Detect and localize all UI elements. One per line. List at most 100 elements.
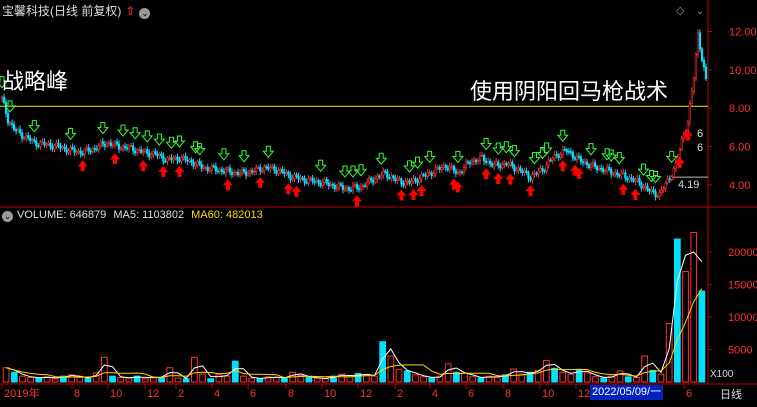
candle-body xyxy=(438,166,441,170)
candle-body xyxy=(85,147,88,150)
candle-body xyxy=(69,146,72,152)
candle-body xyxy=(702,59,706,68)
chevron-down-icon[interactable]: ⌄ xyxy=(695,5,705,17)
chevron-down-circle-icon[interactable]: ⌄ xyxy=(2,211,13,222)
volume-unit-label: X100 xyxy=(710,369,734,380)
red-up-arrow-icon xyxy=(255,176,266,188)
ma5-line xyxy=(5,251,703,380)
candle-body xyxy=(228,167,232,173)
candle-body xyxy=(279,168,282,171)
volume-bar xyxy=(240,375,247,383)
candle-body xyxy=(632,178,635,182)
red-up-arrow-icon xyxy=(138,160,149,172)
candle-body xyxy=(493,163,496,167)
candle-body xyxy=(503,162,506,165)
candle-body xyxy=(547,159,550,166)
candle-body xyxy=(642,186,645,189)
candle-body xyxy=(212,165,215,168)
green-down-arrow-icon xyxy=(64,127,77,141)
green-down-arrow-icon xyxy=(0,76,9,89)
candle-body xyxy=(214,166,217,172)
candle-body xyxy=(585,161,589,166)
candle-body xyxy=(49,142,52,147)
candle-body xyxy=(694,54,698,79)
candle-body xyxy=(357,188,361,190)
candle-body xyxy=(406,180,409,182)
green-down-arrow-icon xyxy=(649,170,662,184)
candle-body xyxy=(13,124,16,131)
candle-body xyxy=(454,170,457,174)
volume-bar xyxy=(281,377,288,383)
candle-body xyxy=(414,178,417,181)
candle-body xyxy=(172,157,175,161)
candle-body xyxy=(97,145,100,151)
red-up-arrow-icon[interactable]: ⇧ xyxy=(125,4,136,18)
candle-body xyxy=(293,174,296,179)
candle-body xyxy=(495,161,498,165)
candle-body xyxy=(230,171,234,175)
candle-body xyxy=(130,145,133,147)
candle-body xyxy=(408,180,411,184)
candle-body xyxy=(396,178,399,181)
candle-body xyxy=(81,153,84,156)
candle-body xyxy=(281,168,284,173)
volume-bar xyxy=(673,238,681,383)
candle-body xyxy=(117,143,121,150)
candle-body xyxy=(63,146,66,149)
candle-body xyxy=(162,155,165,162)
period-selector[interactable]: 日线 xyxy=(720,389,742,401)
candle-body xyxy=(595,166,599,171)
red-up-arrow-icon xyxy=(557,160,568,172)
candle-body xyxy=(620,172,623,177)
volume-bar xyxy=(51,378,59,383)
volume-bar xyxy=(534,369,542,383)
candle-body xyxy=(158,153,161,156)
x-tick-label: 12 xyxy=(360,388,372,400)
candle-body xyxy=(297,176,300,180)
green-down-arrow-icon xyxy=(354,164,368,177)
candle-body xyxy=(563,149,566,151)
volume-bar xyxy=(428,377,436,383)
x-tick-label: 8 xyxy=(505,388,511,400)
candle-body xyxy=(533,172,536,175)
green-down-arrow-icon xyxy=(637,163,650,176)
candle-body xyxy=(553,154,556,160)
volume-bar xyxy=(567,373,575,383)
green-down-arrow-icon xyxy=(153,133,166,146)
candle-body xyxy=(283,172,286,174)
candle-body xyxy=(93,148,96,150)
candle-body xyxy=(249,170,252,174)
candle-body xyxy=(170,157,173,161)
volume-bar xyxy=(207,378,215,383)
candle-body xyxy=(551,158,554,161)
candle-body xyxy=(636,178,639,181)
volume-bar xyxy=(518,373,526,383)
candle-body xyxy=(517,167,520,171)
candle-body xyxy=(483,154,486,162)
volume-bar xyxy=(371,375,378,383)
candle-body xyxy=(208,169,211,172)
candle-body xyxy=(666,178,669,184)
candle-body xyxy=(273,165,276,171)
price-tick-label: 12.00 xyxy=(729,27,757,39)
candle-body xyxy=(376,175,379,180)
candle-body xyxy=(527,172,530,179)
candle-body xyxy=(315,179,318,183)
candle-body xyxy=(101,141,104,145)
candle-body xyxy=(103,143,106,147)
green-down-arrow-icon xyxy=(613,152,626,165)
candle-body xyxy=(602,168,605,173)
candle-body xyxy=(259,166,262,172)
candle-body xyxy=(105,142,108,147)
candle-body xyxy=(505,162,508,166)
diamond-icon[interactable]: ◇ xyxy=(676,5,685,17)
candle-body xyxy=(436,166,439,169)
candle-body xyxy=(571,152,574,158)
candle-body xyxy=(41,141,44,144)
volume-value: VOLUME: 646879 xyxy=(17,209,107,221)
chevron-down-circle-icon[interactable]: ⌄ xyxy=(139,8,151,19)
volume-bar xyxy=(592,376,599,383)
candle-body xyxy=(418,178,421,184)
volume-bar xyxy=(264,376,272,383)
green-down-arrow-icon xyxy=(423,150,436,164)
